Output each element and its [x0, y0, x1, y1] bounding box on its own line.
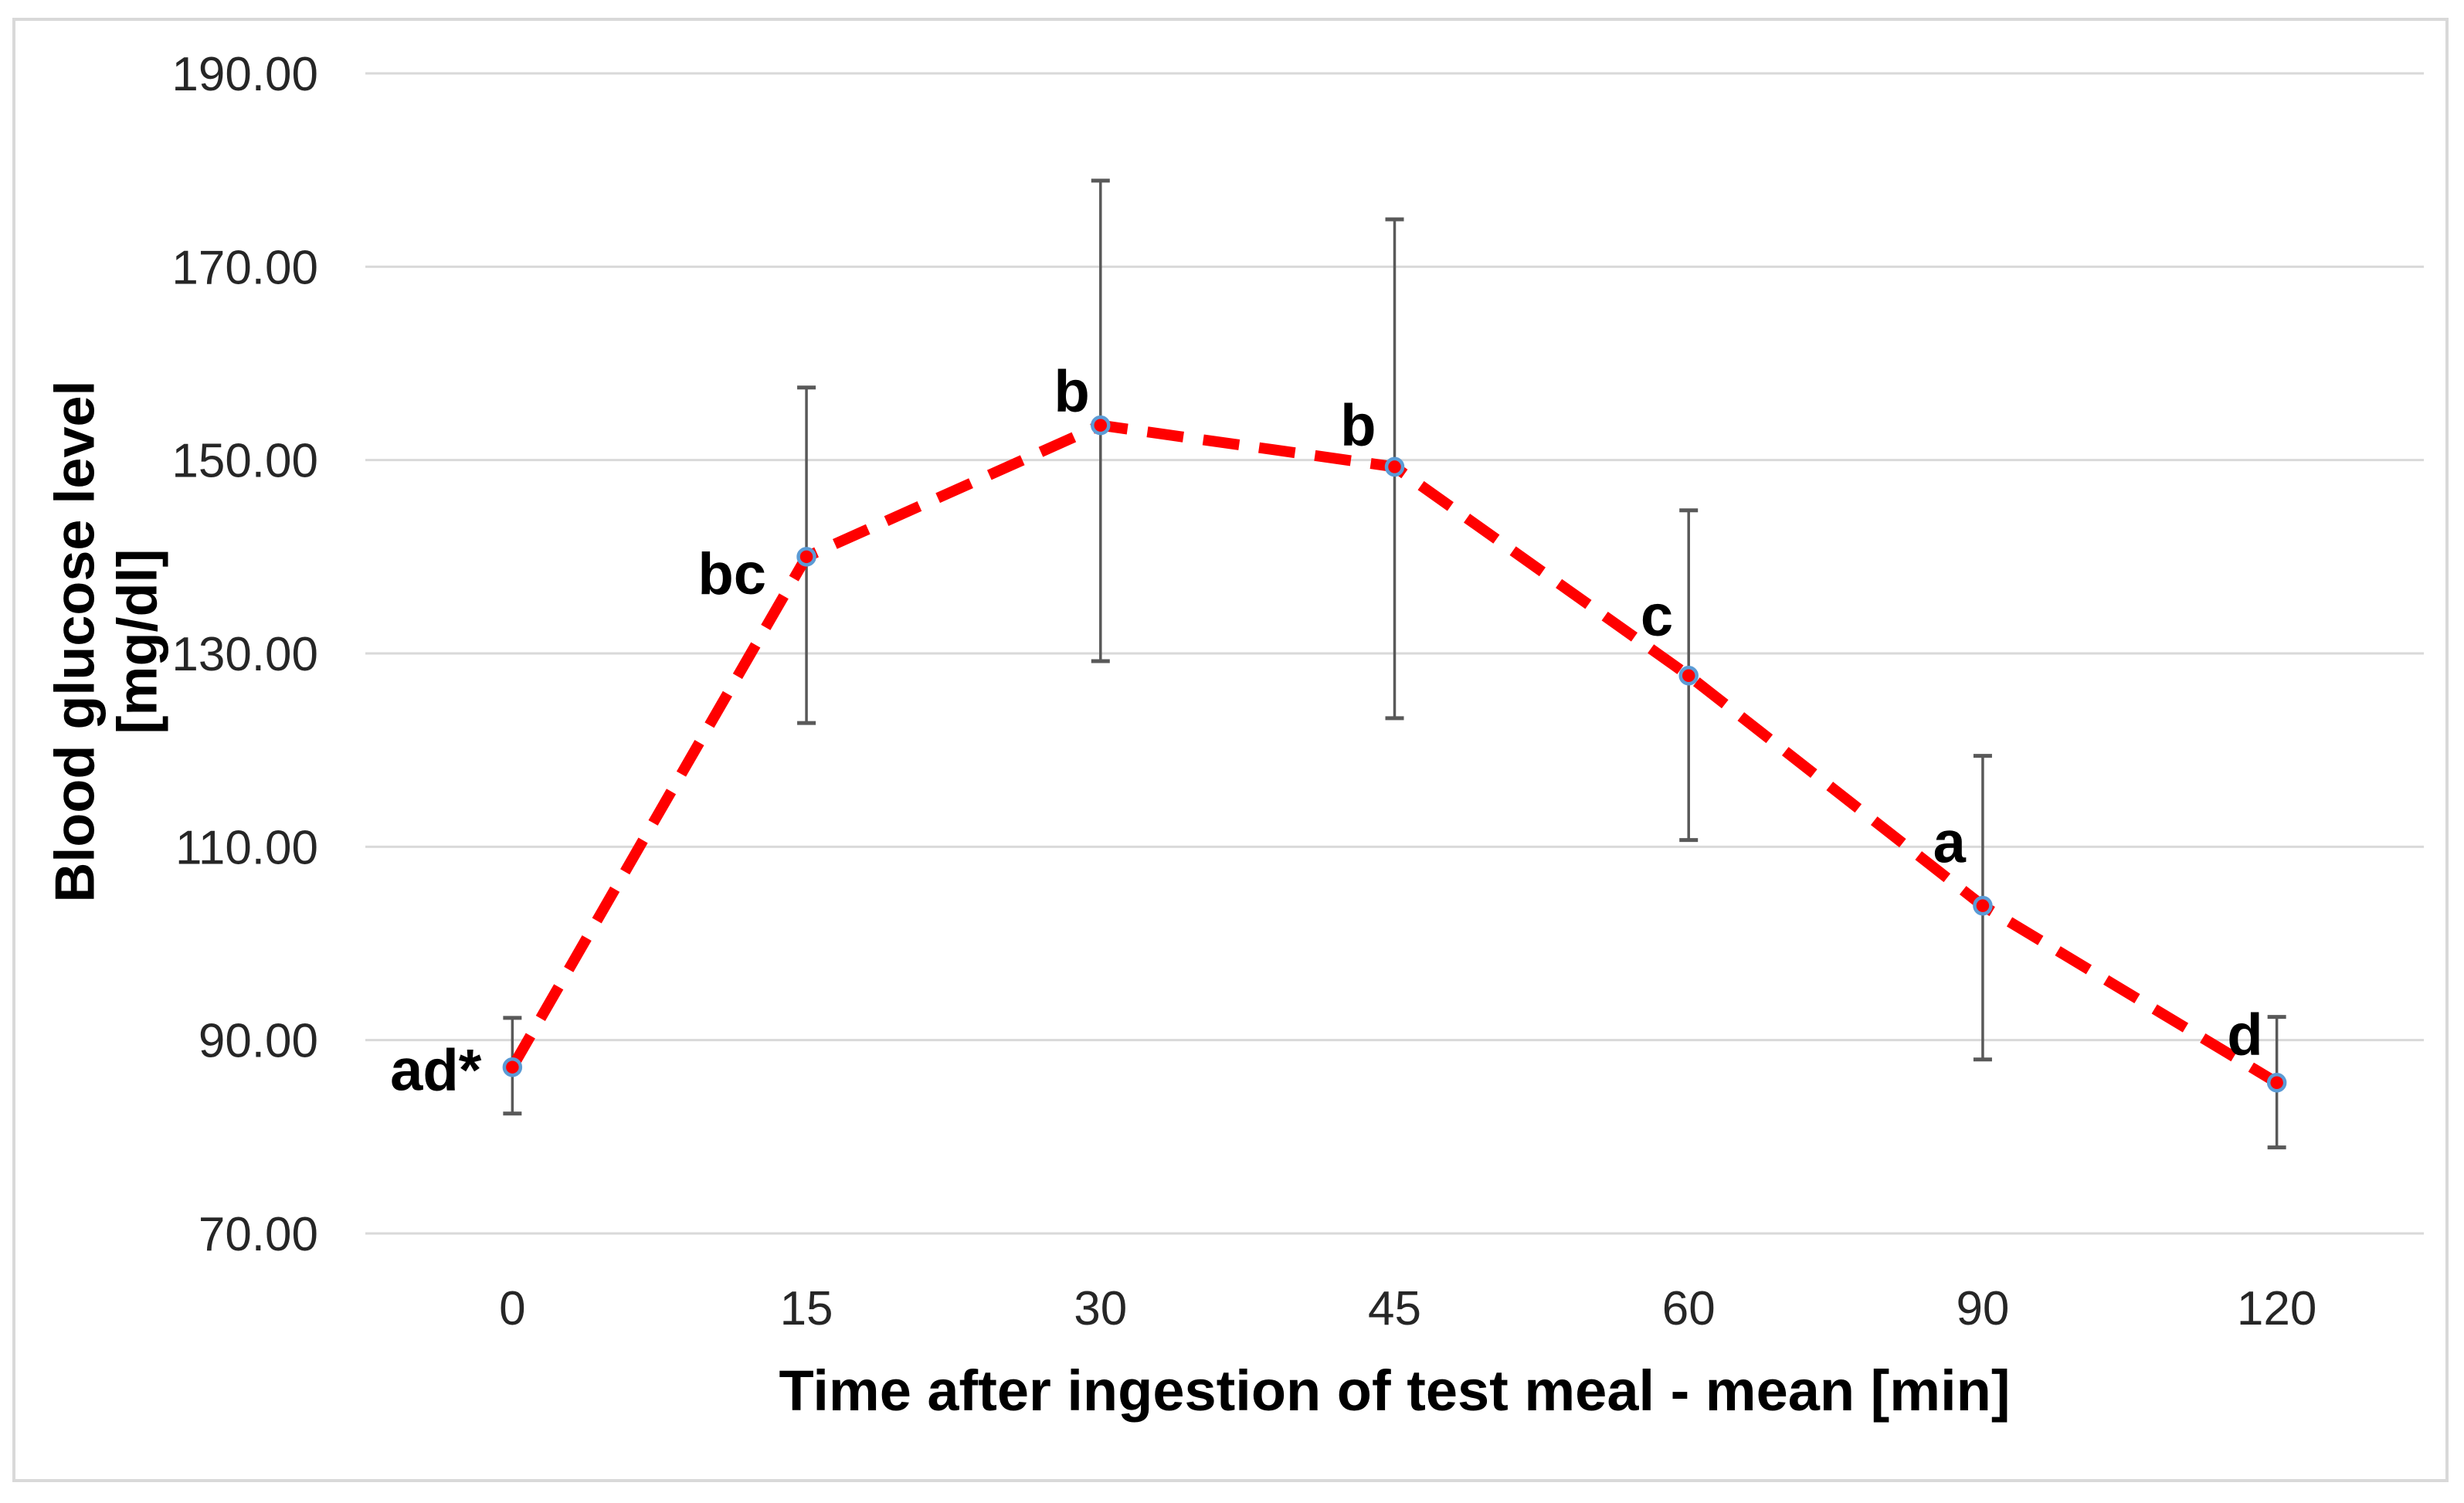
point-label: b	[1340, 392, 1376, 458]
data-point-marker	[1091, 415, 1111, 436]
y-tick-label: 190.00	[171, 48, 318, 101]
data-point-marker	[1678, 666, 1699, 686]
y-tick-label: 150.00	[171, 435, 318, 488]
x-tick-label: 60	[1662, 1282, 1716, 1335]
y-axis-title: Blood glucose level [mg/dl]	[43, 63, 171, 1221]
data-point-marker	[796, 547, 816, 567]
point-label: c	[1641, 583, 1673, 649]
data-point-marker	[1973, 895, 1993, 916]
x-tick-label: 45	[1368, 1282, 1421, 1335]
y-tick-label: 130.00	[171, 628, 318, 681]
y-tick-label: 110.00	[175, 821, 318, 874]
x-axis-title: Time after ingestion of test meal - mean…	[779, 1359, 2011, 1423]
point-label: a	[1933, 810, 1967, 876]
point-label: d	[2227, 1003, 2262, 1068]
x-tick-label: 90	[1956, 1282, 2009, 1335]
y-tick-label: 90.00	[199, 1015, 318, 1068]
y-axis-title-line1: Blood glucose level	[44, 380, 107, 903]
data-point-marker	[1384, 456, 1405, 477]
data-point-marker	[2266, 1072, 2287, 1093]
x-tick-label: 15	[780, 1282, 833, 1335]
y-tick-label: 70.00	[199, 1208, 318, 1261]
point-label: b	[1054, 359, 1089, 425]
y-axis-title-line2: [mg/dl]	[107, 548, 168, 735]
point-label: bc	[697, 541, 766, 607]
y-tick-label: 170.00	[171, 241, 318, 294]
point-label: ad*	[390, 1038, 482, 1104]
x-tick-label: 30	[1074, 1282, 1127, 1335]
x-tick-label: 120	[2237, 1282, 2316, 1335]
x-tick-label: 0	[499, 1282, 525, 1335]
data-point-marker	[502, 1057, 523, 1077]
figure-border	[12, 18, 2449, 1482]
